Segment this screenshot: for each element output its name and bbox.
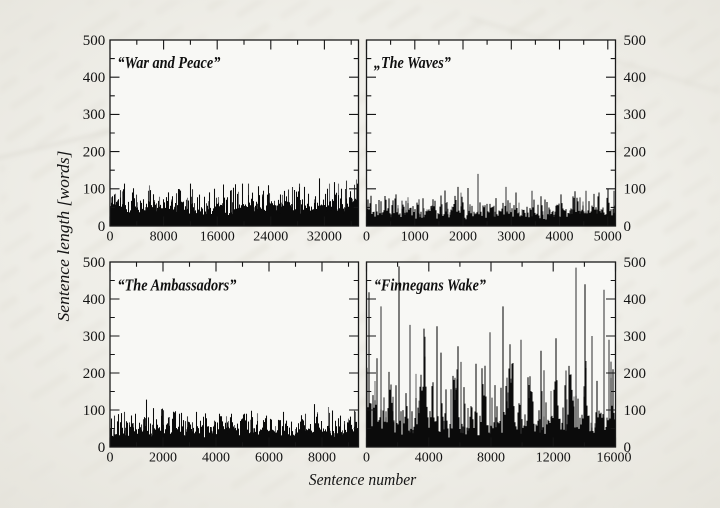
svg-text:300: 300 [624, 107, 647, 123]
svg-text:0: 0 [107, 229, 114, 244]
svg-text:6000: 6000 [255, 450, 283, 465]
svg-text:500: 500 [83, 33, 106, 49]
svg-text:1000: 1000 [401, 229, 429, 244]
svg-text:2000: 2000 [149, 450, 177, 465]
svg-text:400: 400 [624, 292, 647, 308]
svg-text:8000: 8000 [308, 450, 336, 465]
svg-text:0: 0 [98, 440, 106, 456]
svg-text:0: 0 [624, 440, 632, 456]
svg-text:2000: 2000 [449, 229, 477, 244]
svg-text:300: 300 [83, 107, 106, 123]
svg-text:100: 100 [83, 182, 106, 198]
svg-text:5000: 5000 [594, 229, 622, 244]
svg-text:8000: 8000 [477, 450, 505, 465]
svg-text:500: 500 [624, 33, 647, 49]
svg-text:200: 200 [83, 366, 106, 382]
svg-text:0: 0 [363, 229, 370, 244]
svg-text:Sentence length [words]: Sentence length [words] [54, 151, 73, 322]
svg-text:4000: 4000 [415, 450, 443, 465]
svg-text:0: 0 [363, 450, 370, 465]
svg-text:100: 100 [83, 403, 106, 419]
svg-text:“Finnegans Wake”: “Finnegans Wake” [374, 276, 486, 295]
svg-text:16000: 16000 [597, 450, 632, 465]
svg-text:200: 200 [83, 144, 106, 160]
svg-text:„The Waves”: „The Waves” [374, 53, 451, 72]
svg-text:Sentence number: Sentence number [309, 470, 417, 489]
svg-text:200: 200 [624, 366, 647, 382]
svg-text:300: 300 [83, 329, 106, 345]
svg-text:400: 400 [624, 70, 647, 86]
svg-text:0: 0 [98, 219, 106, 235]
svg-text:300: 300 [624, 329, 647, 345]
svg-text:200: 200 [624, 144, 647, 160]
svg-text:16000: 16000 [200, 229, 235, 244]
svg-text:400: 400 [83, 70, 106, 86]
svg-text:24000: 24000 [253, 229, 288, 244]
svg-text:“War and Peace”: “War and Peace” [117, 53, 220, 72]
svg-text:500: 500 [624, 255, 647, 271]
svg-text:4000: 4000 [202, 450, 230, 465]
svg-text:4000: 4000 [546, 229, 574, 244]
svg-text:100: 100 [624, 182, 647, 198]
svg-text:0: 0 [107, 450, 114, 465]
svg-text:32000: 32000 [307, 229, 342, 244]
svg-text:8000: 8000 [150, 229, 178, 244]
svg-text:0: 0 [624, 219, 632, 235]
svg-text:3000: 3000 [497, 229, 525, 244]
svg-text:400: 400 [83, 292, 106, 308]
svg-text:500: 500 [83, 255, 106, 271]
svg-text:“The Ambassadors”: “The Ambassadors” [117, 276, 236, 295]
svg-text:12000: 12000 [536, 450, 571, 465]
svg-text:100: 100 [624, 403, 647, 419]
